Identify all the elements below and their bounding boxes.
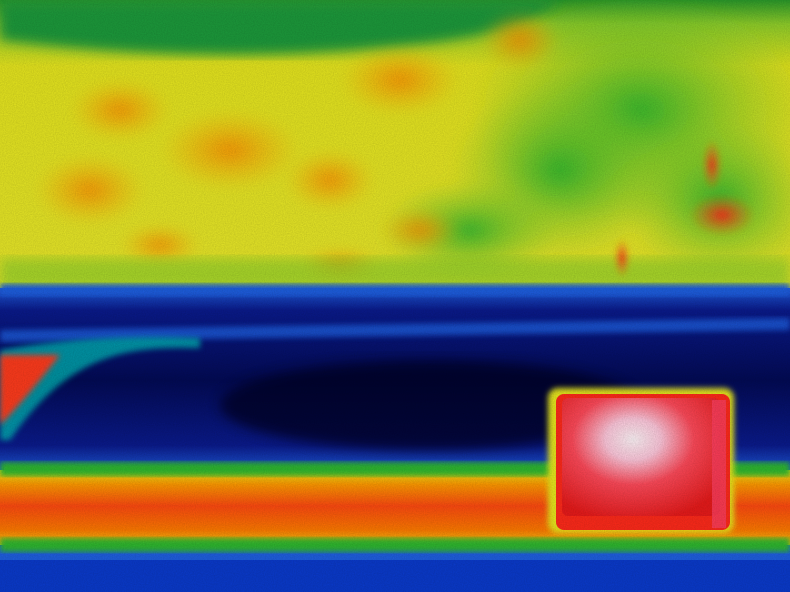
thermal-image-frame — [0, 0, 790, 592]
thermal-image — [0, 0, 790, 592]
